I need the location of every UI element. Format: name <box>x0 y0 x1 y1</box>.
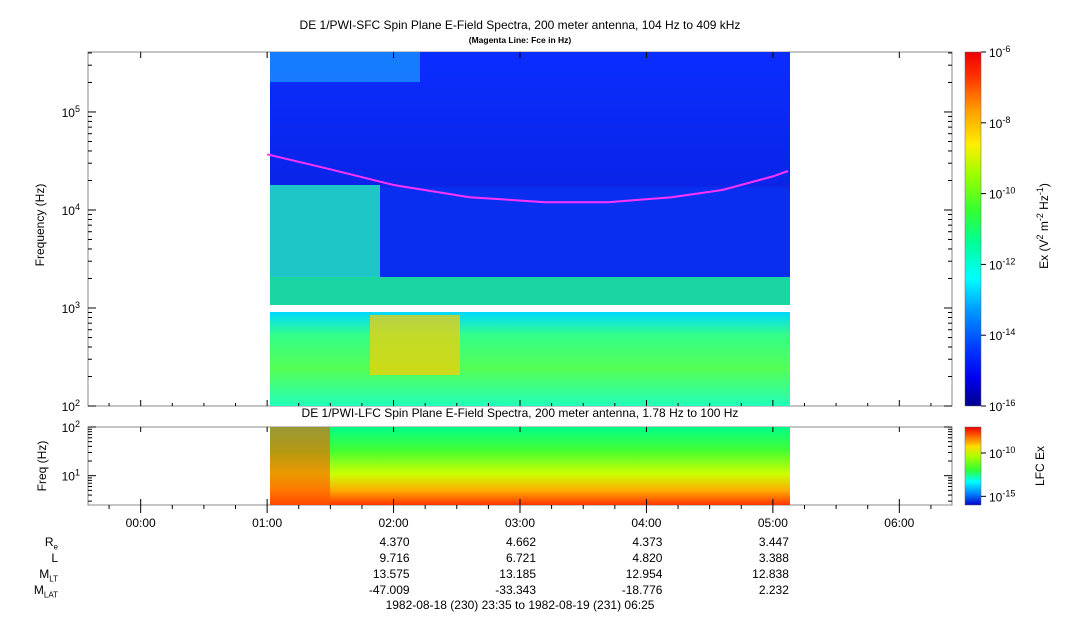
lfc-y-ticks: 101 102 <box>62 419 952 502</box>
sfc-top-emission <box>270 52 420 82</box>
time-tick-label: 05:00 <box>758 516 788 530</box>
sfc-data-gap <box>270 305 790 312</box>
time-tick-label: 00:00 <box>126 516 156 530</box>
sfc-colorbar-label: Ex (V2 m-2 Hz-1) <box>1035 183 1051 269</box>
lfc-title: DE 1/PWI-LFC Spin Plane E-Field Spectra,… <box>301 406 739 420</box>
sfc-title: DE 1/PWI-SFC Spin Plane E-Field Spectra,… <box>299 18 741 32</box>
sfc-subtitle: (Magenta Line: Fce in Hz) <box>468 35 572 45</box>
lfc-colorbar-tick-label: 10-10 <box>989 445 1015 461</box>
sfc-colorbar-tick-label: 10-6 <box>989 44 1010 60</box>
sfc-spectrogram <box>270 52 790 406</box>
sfc-colorbar-tick-label: 10-10 <box>989 186 1015 202</box>
ephemeris-value: 12.954 <box>625 567 663 581</box>
sfc-colorbar-tick-label: 10-16 <box>989 398 1015 414</box>
sfc-colorbar <box>964 51 982 407</box>
ephemeris-row-label: MLT <box>39 567 58 584</box>
ephemeris-value: 4.370 <box>379 535 410 549</box>
sfc-band-upper-hiss <box>270 277 790 305</box>
sfc-y-tick-label: 105 <box>62 104 80 120</box>
ephemeris-value: 2.232 <box>758 583 789 597</box>
ephemeris-value: -33.343 <box>495 583 536 597</box>
ephemeris-value: 4.662 <box>505 535 536 549</box>
time-tick-label: 02:00 <box>379 516 409 530</box>
ephemeris-value: -47.009 <box>368 583 410 597</box>
lfc-colorbar-label: LFC Ex <box>1033 446 1047 487</box>
ephemeris-value: 4.820 <box>632 551 663 565</box>
time-tick-label: 06:00 <box>884 516 914 530</box>
lfc-colorbar <box>964 426 982 506</box>
ephemeris-value: 12.838 <box>752 567 789 581</box>
sfc-wideband-burst <box>270 185 380 280</box>
ephemeris-value: 4.373 <box>632 535 663 549</box>
lfc-colorbar-tick-label: 10-15 <box>989 488 1015 504</box>
sfc-intense-region <box>370 315 460 375</box>
ephemeris-value: 13.575 <box>372 567 410 581</box>
time-tick-label: 03:00 <box>505 516 535 530</box>
sfc-band-low <box>270 312 790 406</box>
lfc-y-tick-label: 101 <box>62 468 80 484</box>
ephemeris-value: 3.388 <box>758 551 789 565</box>
ephemeris-value: 3.447 <box>758 535 789 549</box>
sfc-y-tick-label: 103 <box>62 300 80 316</box>
ephemeris-value: 6.721 <box>505 551 536 565</box>
sfc-y-tick-label: 104 <box>62 202 80 218</box>
lfc-spectrogram <box>270 427 790 505</box>
sfc-y-minor-ticks <box>88 52 952 377</box>
ephemeris-row-label: Re <box>44 535 58 552</box>
sfc-y-ticks: 102 103 104 105 <box>62 104 952 414</box>
sfc-colorbar-tick-label: 10-14 <box>989 327 1015 343</box>
ephemeris-row-label: MLAT <box>33 583 58 600</box>
sfc-y-tick-label: 102 <box>62 398 80 414</box>
time-tick-label: 04:00 <box>631 516 661 530</box>
sfc-colorbar-tick-label: 10-12 <box>989 256 1015 272</box>
sfc-colorbar-ticks: 10-6 10-8 10-10 10-12 10-14 10-16 <box>981 44 1015 414</box>
sfc-colorbar-tick-label: 10-8 <box>989 115 1010 131</box>
ephemeris-value: 9.716 <box>379 551 410 565</box>
lfc-y-tick-label: 102 <box>62 419 80 435</box>
ephemeris-row-label: L <box>51 551 58 565</box>
ephemeris-value: -18.776 <box>621 583 663 597</box>
time-range-text: 1982-08-18 (230) 23:35 to 1982-08-19 (23… <box>385 598 655 612</box>
fce-line <box>266 153 789 204</box>
ephemeris-value: 13.185 <box>499 567 536 581</box>
lfc-intense-onset <box>270 427 330 505</box>
time-axis-ticks: 00:00 01:00 02:00 03:00 04:00 05:00 06:00 <box>108 52 932 530</box>
lfc-colorbar-ticks: 10-10 10-15 <box>981 445 1015 504</box>
time-tick-label: 01:00 <box>252 516 282 530</box>
